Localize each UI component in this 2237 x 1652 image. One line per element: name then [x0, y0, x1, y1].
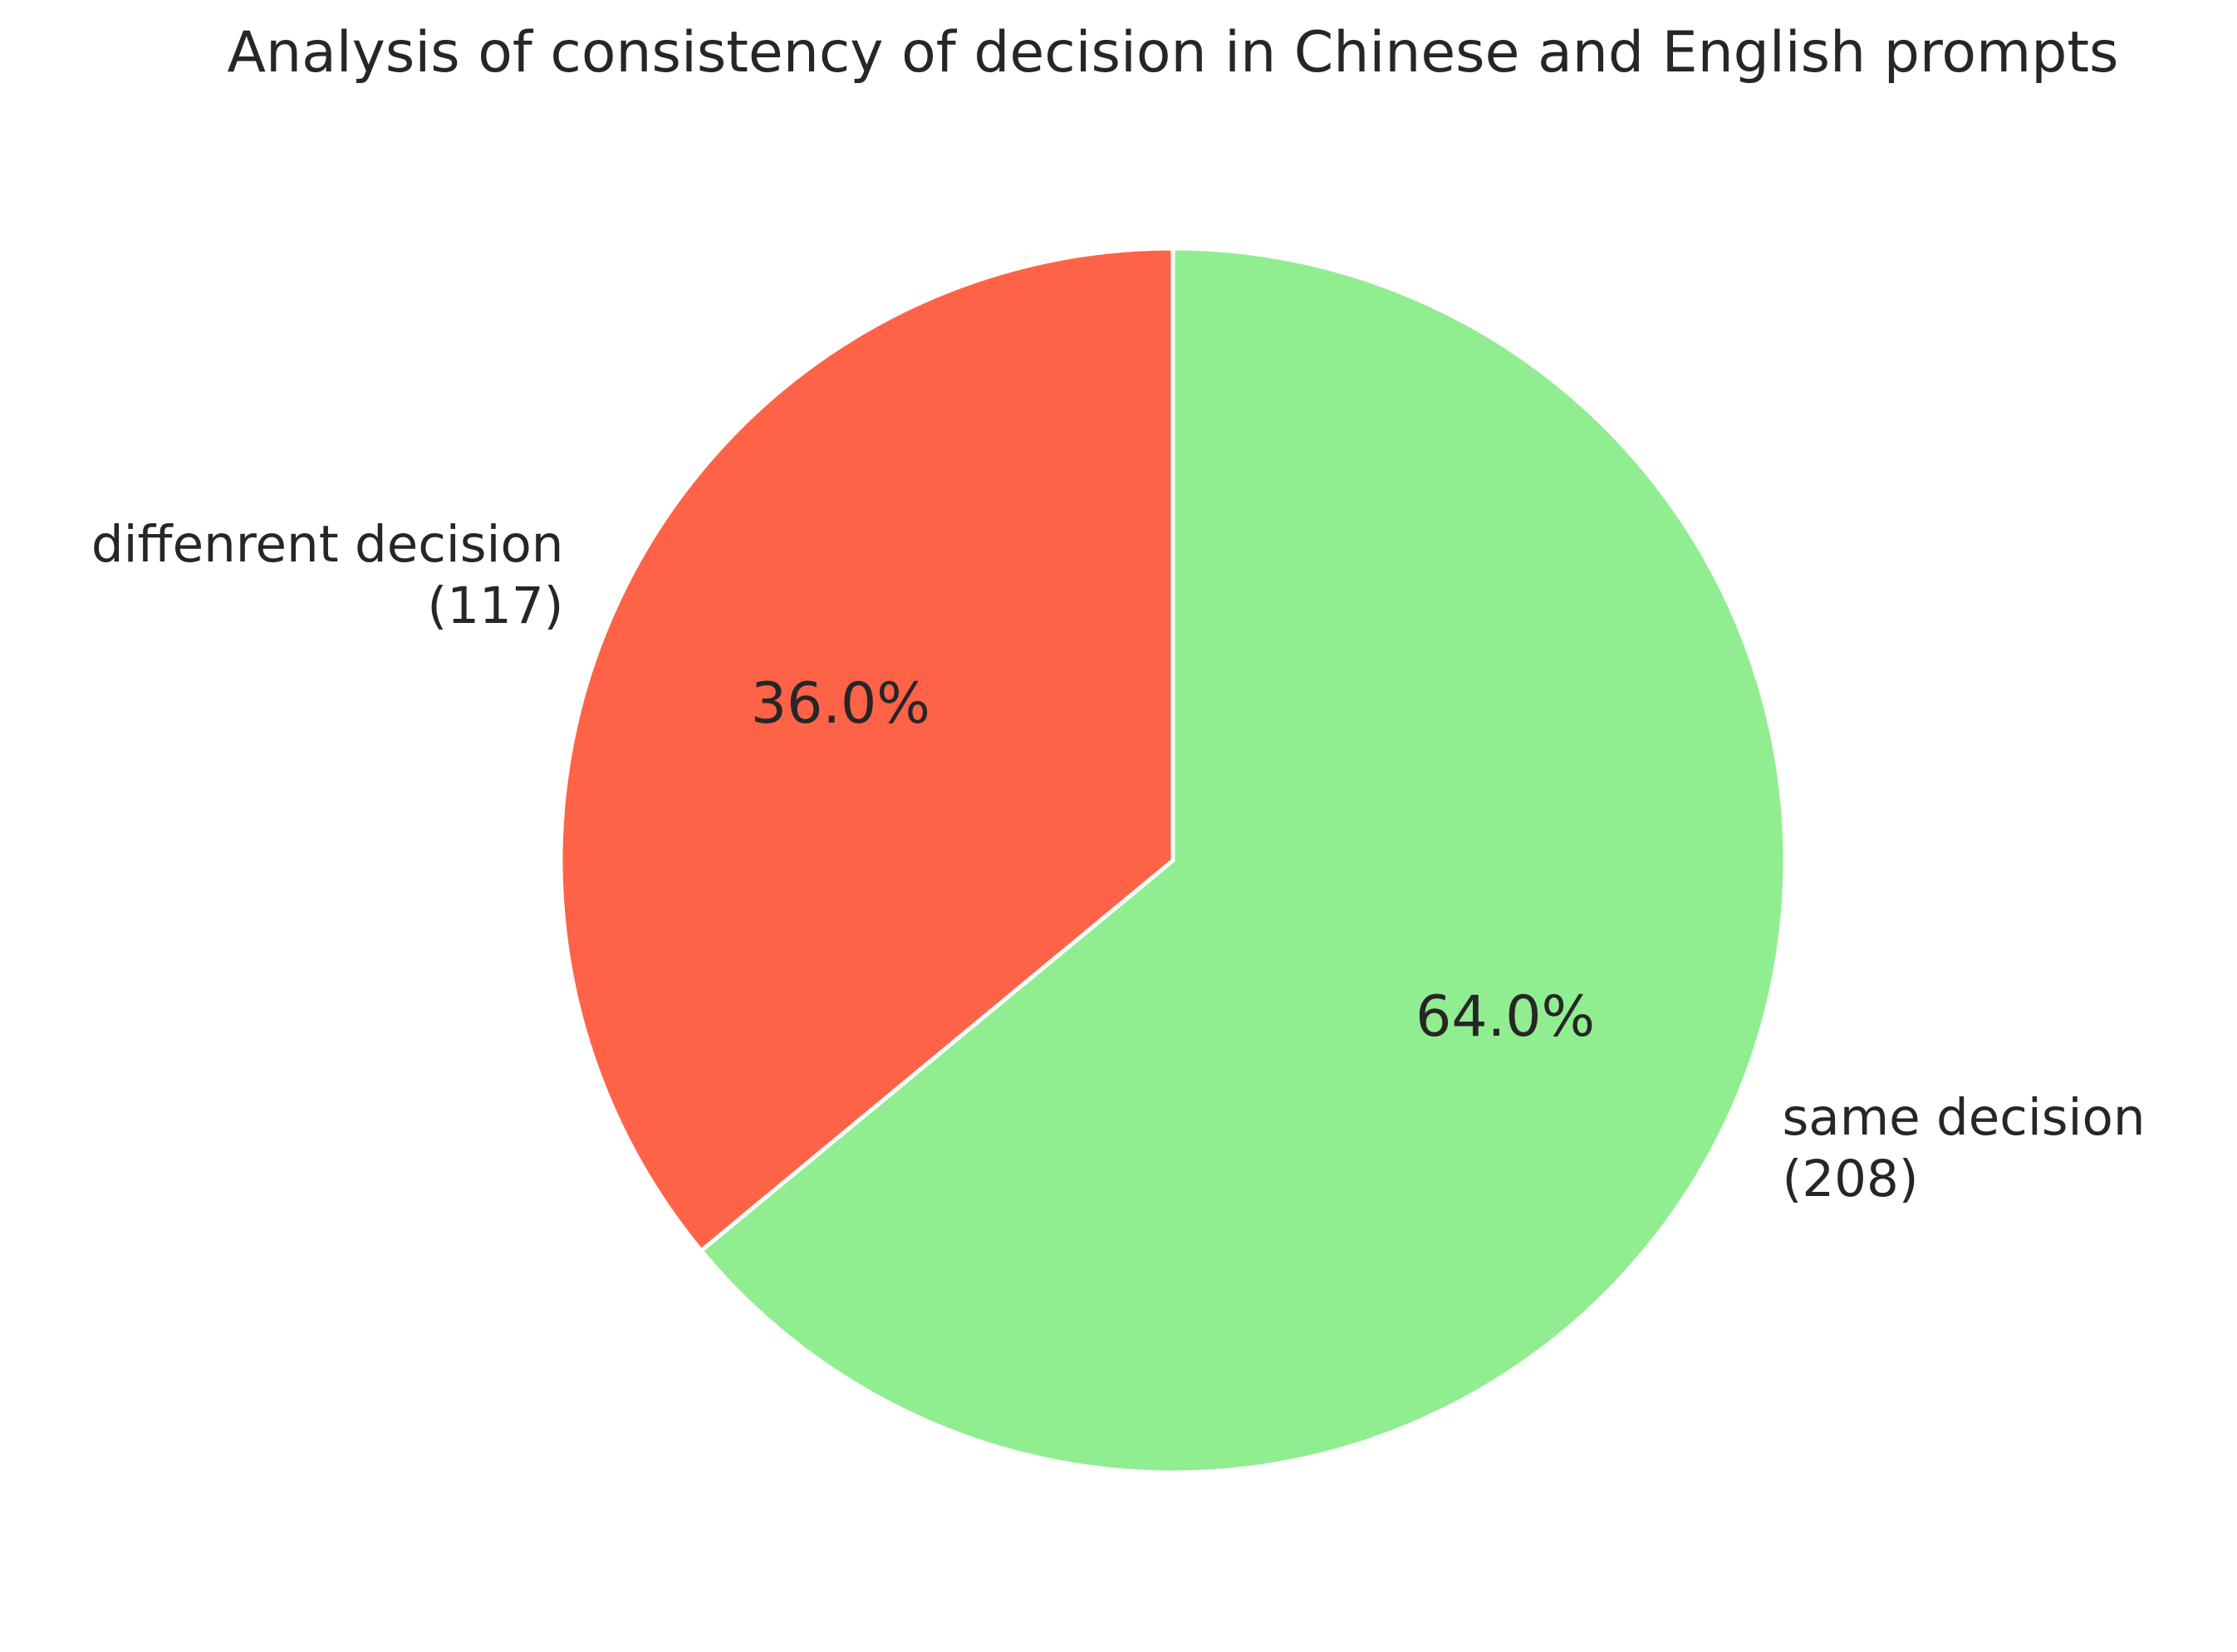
slice-name-diffenrent-decision: diffenrent decision	[91, 515, 564, 574]
slices-layer	[558, 246, 1788, 1475]
pie-slice-same-decision	[699, 246, 1788, 1475]
slice-percent-label-same-decision: 64.0%	[1415, 984, 1595, 1050]
slice-count-diffenrent-decision: (117)	[427, 576, 563, 635]
slice-name-same-decision: same decision	[1783, 1088, 2146, 1147]
slice-category-label-same-decision: same decision (208)	[1783, 1088, 2146, 1208]
chart-title: Analysis of consistency of decision in C…	[227, 20, 2118, 86]
slice-count-same-decision: (208)	[1783, 1150, 1919, 1208]
pie-slice-diffenrent-decision	[558, 246, 1175, 1253]
slice-category-label-diffenrent-decision: diffenrent decision (117)	[91, 515, 564, 635]
labels-layer: 64.0% same decision (208) 36.0% diffenrent d…	[91, 515, 2146, 1208]
slice-percent-label-diffenrent-decision: 36.0%	[751, 671, 930, 737]
